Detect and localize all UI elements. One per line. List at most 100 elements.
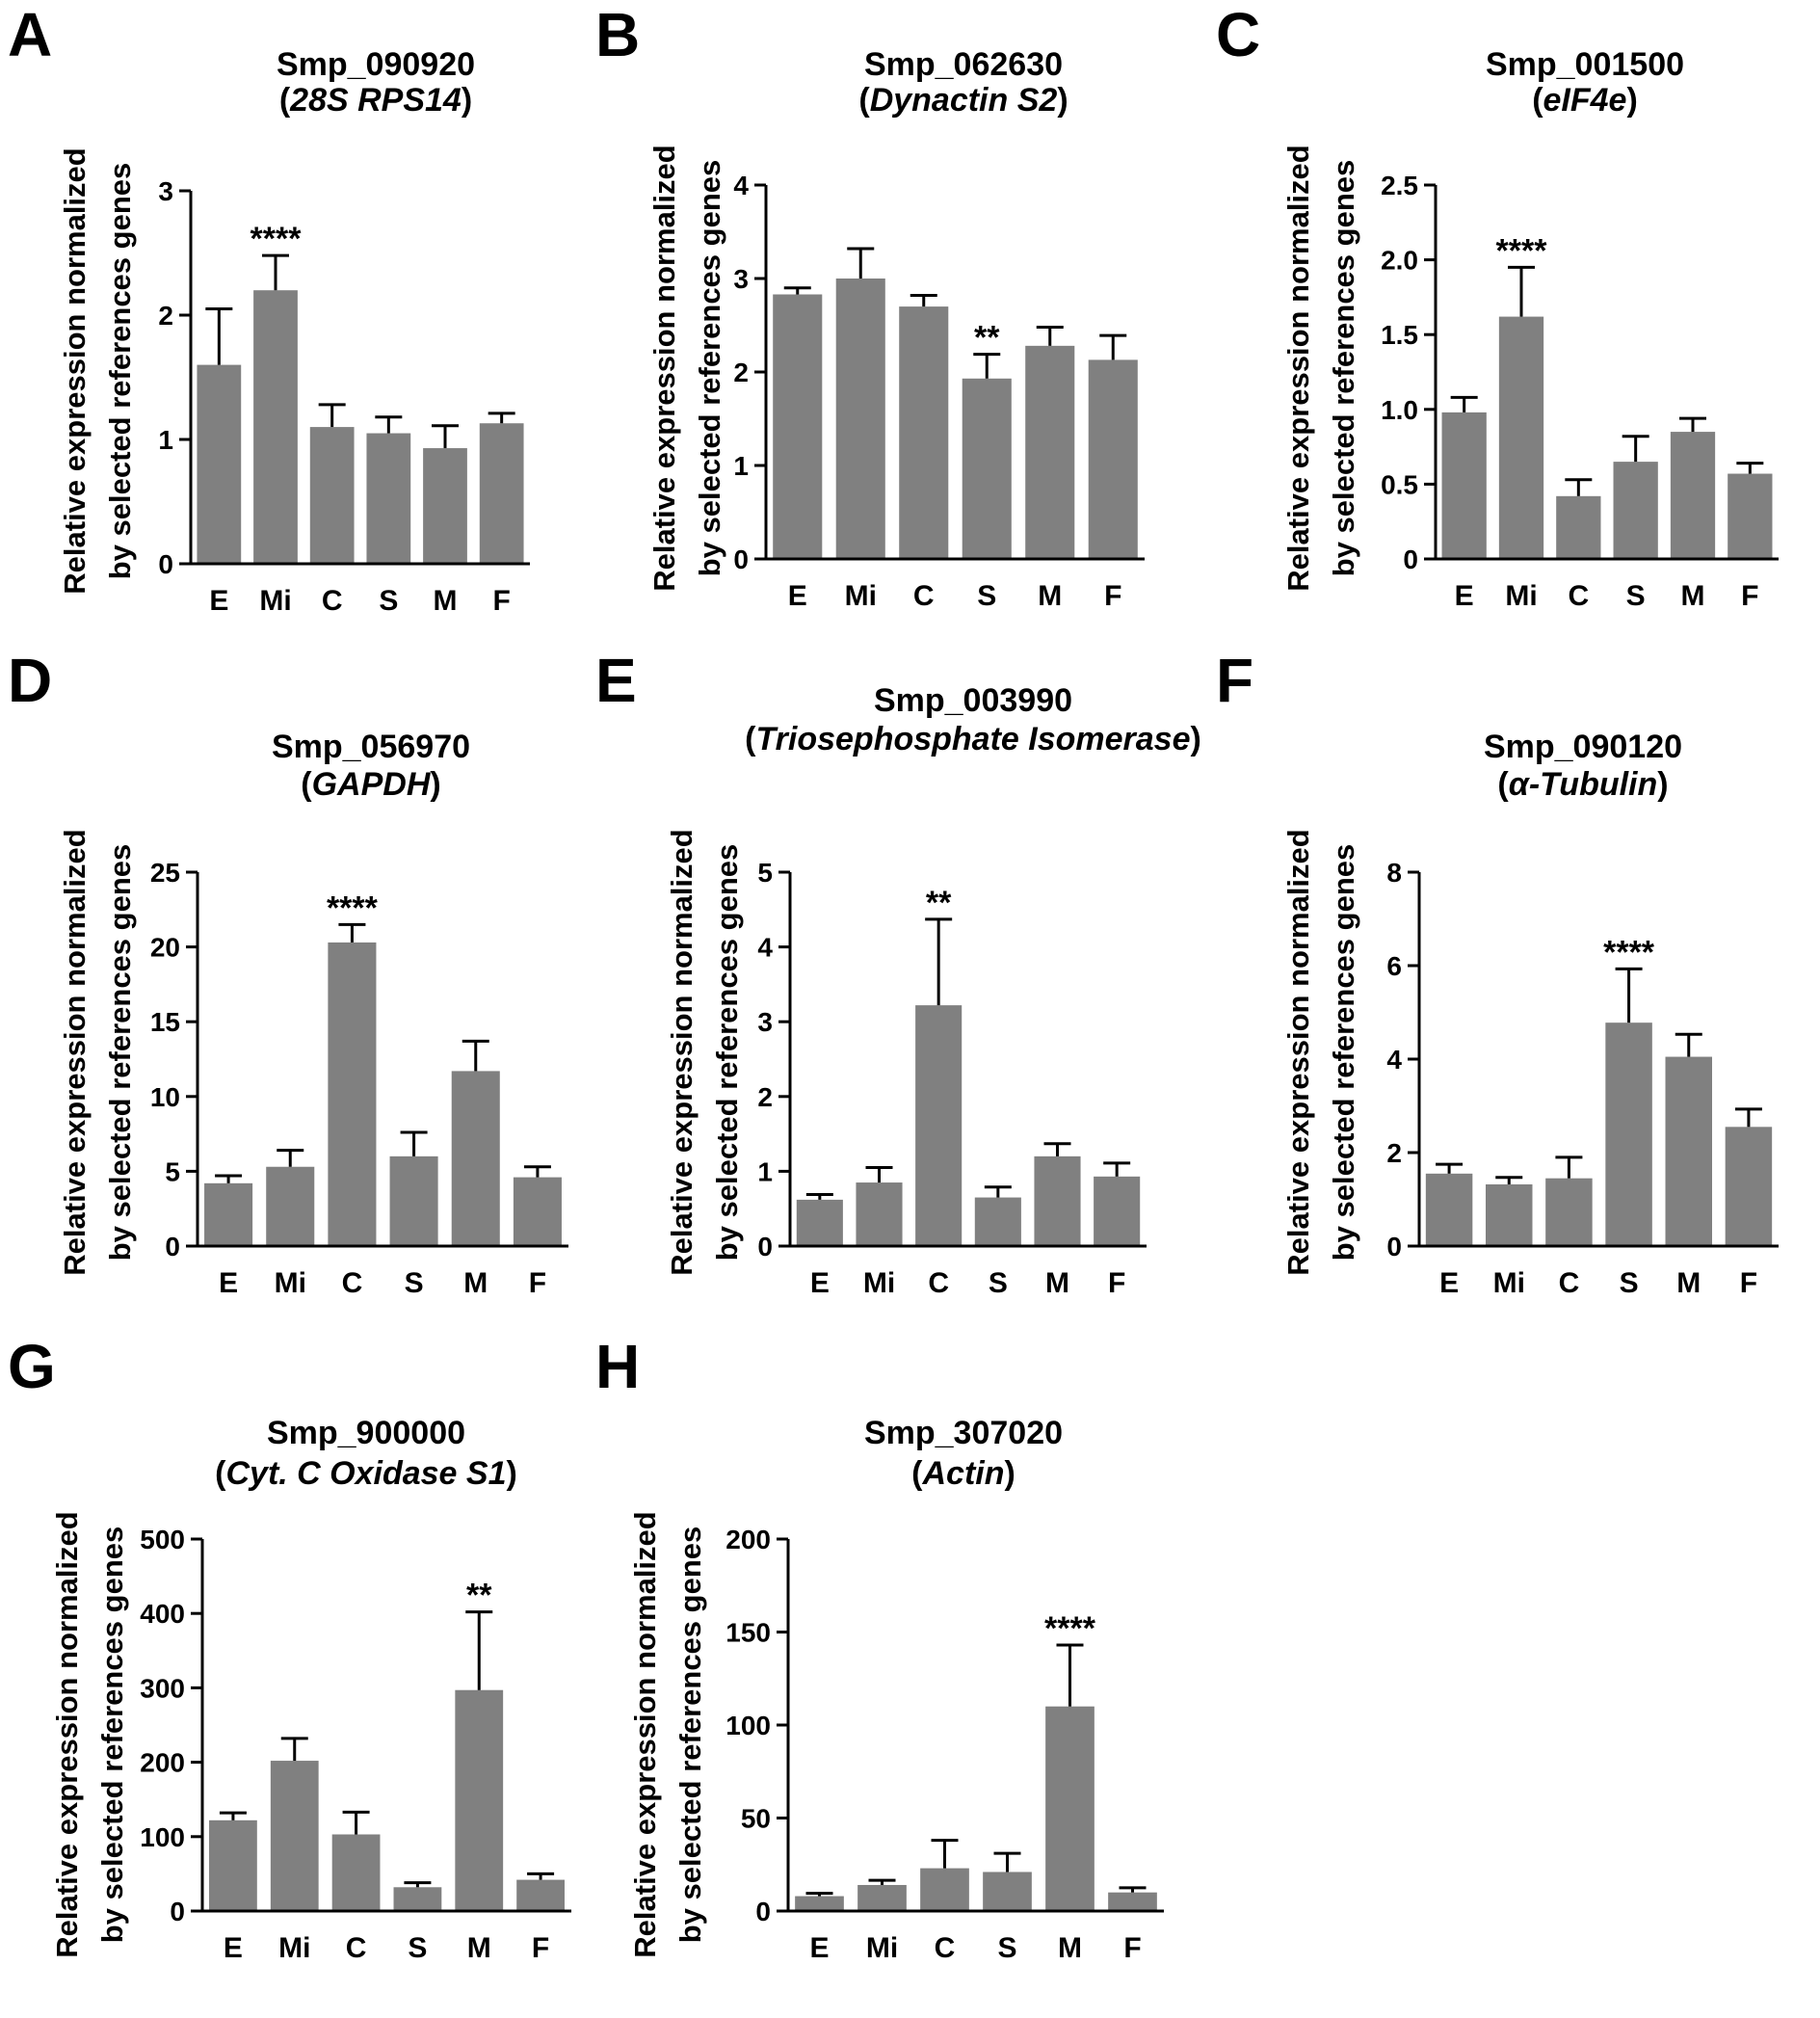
x-tick-label-c: Mi: [1505, 580, 1537, 612]
y-axis-label-h: Relative expression normalized: [628, 1511, 662, 1957]
x-tick-label-b: Mi: [845, 580, 877, 612]
y-axis-label-c: by selected references genes: [1327, 160, 1360, 577]
x-tick-label-d: Mi: [275, 1267, 306, 1299]
y-tick-label-a: 3: [158, 176, 173, 206]
bar-a-c: [309, 427, 355, 564]
y-tick-label-a: 2: [158, 301, 173, 331]
y-axis-label-g: Relative expression normalized: [50, 1511, 84, 1957]
y-tick-label-f: 2: [1386, 1138, 1402, 1168]
bar-b-m: [1025, 345, 1075, 559]
bar-b-mi: [835, 279, 885, 559]
bar-g-c: [331, 1834, 381, 1911]
x-tick-label-e: M: [1045, 1267, 1069, 1299]
chart-subtitle-d: (GAPDH): [301, 766, 440, 803]
bar-a-f: [479, 423, 524, 564]
bar-f-c: [1545, 1178, 1593, 1246]
bar-g-s: [393, 1887, 442, 1911]
y-tick-label-d: 10: [150, 1082, 180, 1112]
bar-g-f: [516, 1879, 565, 1911]
y-tick-label-d: 25: [150, 858, 180, 888]
y-tick-label-c: 0.5: [1381, 469, 1418, 499]
x-tick-label-e: S: [989, 1267, 1008, 1299]
bar-c-e: [1441, 412, 1487, 559]
y-tick-label-c: 1.5: [1381, 320, 1418, 350]
panel-g: G Smp_900000 (Cyt. C Oxidase S1) Relative e…: [8, 1332, 571, 1964]
x-tick-label-d: C: [342, 1267, 363, 1299]
x-tick-label-h: M: [1058, 1932, 1082, 1964]
x-tick-label-f: C: [1559, 1267, 1580, 1299]
y-tick-label-h: 100: [725, 1711, 771, 1740]
bar-a-s: [366, 433, 411, 564]
bar-b-f: [1088, 359, 1138, 559]
y-axis-label-f: Relative expression normalized: [1281, 829, 1315, 1275]
x-tick-label-a: M: [434, 585, 458, 617]
x-tick-label-h: S: [997, 1932, 1016, 1964]
y-tick-label-c: 2.5: [1381, 171, 1418, 200]
x-tick-label-a: Mi: [259, 585, 291, 617]
y-tick-label-f: 6: [1386, 951, 1402, 981]
significance-label-b: **: [974, 320, 1000, 357]
bar-d-e: [204, 1182, 253, 1246]
bar-h-f: [1108, 1892, 1157, 1911]
x-tick-label-d: M: [463, 1267, 488, 1299]
significance-label-f: ****: [1603, 934, 1655, 970]
x-tick-label-e: F: [1108, 1267, 1125, 1299]
bar-d-m: [451, 1071, 500, 1246]
significance-label-g: **: [466, 1578, 492, 1614]
y-axis-label-e: by selected references genes: [710, 844, 744, 1261]
chart-title-c: Smp_001500: [1486, 46, 1684, 83]
y-tick-label-f: 0: [1386, 1232, 1402, 1261]
y-tick-label-b: 0: [733, 544, 749, 574]
y-tick-label-h: 50: [741, 1804, 771, 1834]
y-axis-label-d: Relative expression normalized: [58, 829, 92, 1275]
bar-d-mi: [266, 1166, 315, 1246]
y-tick-label-b: 1: [733, 451, 749, 481]
y-tick-label-c: 0: [1403, 544, 1418, 574]
y-tick-label-c: 2.0: [1381, 246, 1418, 276]
x-tick-label-a: E: [209, 585, 228, 617]
y-tick-label-d: 5: [165, 1156, 180, 1186]
chart-title-g: Smp_900000: [267, 1415, 465, 1451]
bar-e-f: [1094, 1176, 1141, 1246]
x-tick-label-f: S: [1620, 1267, 1639, 1299]
panel-letter-g: G: [8, 1332, 56, 1401]
y-tick-label-b: 4: [733, 171, 749, 200]
x-tick-label-b: M: [1038, 580, 1062, 612]
panel-a: A Smp_090920(28S RPS14) Relative expressio…: [8, 0, 530, 617]
bar-d-c: [328, 942, 377, 1246]
chart-title-f: Smp_090120: [1484, 729, 1682, 765]
significance-label-c: ****: [1496, 232, 1548, 269]
bar-h-c: [920, 1868, 969, 1911]
y-tick-label-e: 0: [757, 1232, 773, 1261]
y-axis-label-e: Relative expression normalized: [665, 829, 699, 1275]
panel-e: E Smp_003990(Triosephosphate Isomerase) Re…: [595, 646, 1201, 1299]
y-axis-label-c: Relative expression normalized: [1281, 145, 1315, 591]
chart-subtitle-f: (α-Tubulin): [1497, 766, 1668, 803]
chart-subtitle-b: (Dynactin S2): [858, 82, 1068, 119]
x-tick-label-f: Mi: [1493, 1267, 1525, 1299]
bar-g-m: [455, 1689, 504, 1911]
chart-subtitle-g: (Cyt. C Oxidase S1): [215, 1455, 517, 1492]
panel-h: H Smp_307020 (Actin) Relative expression no…: [595, 1332, 1164, 1964]
panel-d: D Smp_056970(GAPDH) Relative expression no…: [8, 646, 568, 1299]
x-tick-label-b: E: [788, 580, 807, 612]
chart-subtitle-e: (Triosephosphate Isomerase): [745, 721, 1201, 757]
y-tick-label-b: 3: [733, 264, 749, 294]
chart-subtitle-c: (eIF4e): [1532, 82, 1638, 119]
bar-e-m: [1034, 1155, 1081, 1246]
x-tick-label-f: E: [1439, 1267, 1459, 1299]
panel-letter-e: E: [595, 646, 637, 715]
panel-letter-f: F: [1216, 646, 1253, 715]
x-tick-label-g: C: [346, 1932, 367, 1964]
bar-f-s: [1605, 1022, 1652, 1246]
bar-d-s: [389, 1155, 438, 1246]
y-tick-label-e: 5: [757, 858, 773, 888]
x-tick-label-a: F: [493, 585, 511, 617]
panel-letter-h: H: [595, 1332, 640, 1401]
y-axis-label-a: by selected references genes: [103, 163, 137, 580]
y-tick-label-g: 300: [140, 1673, 185, 1703]
chart-title-a: Smp_090920: [277, 46, 475, 83]
bar-b-e: [773, 294, 823, 559]
y-tick-label-h: 200: [725, 1525, 771, 1554]
